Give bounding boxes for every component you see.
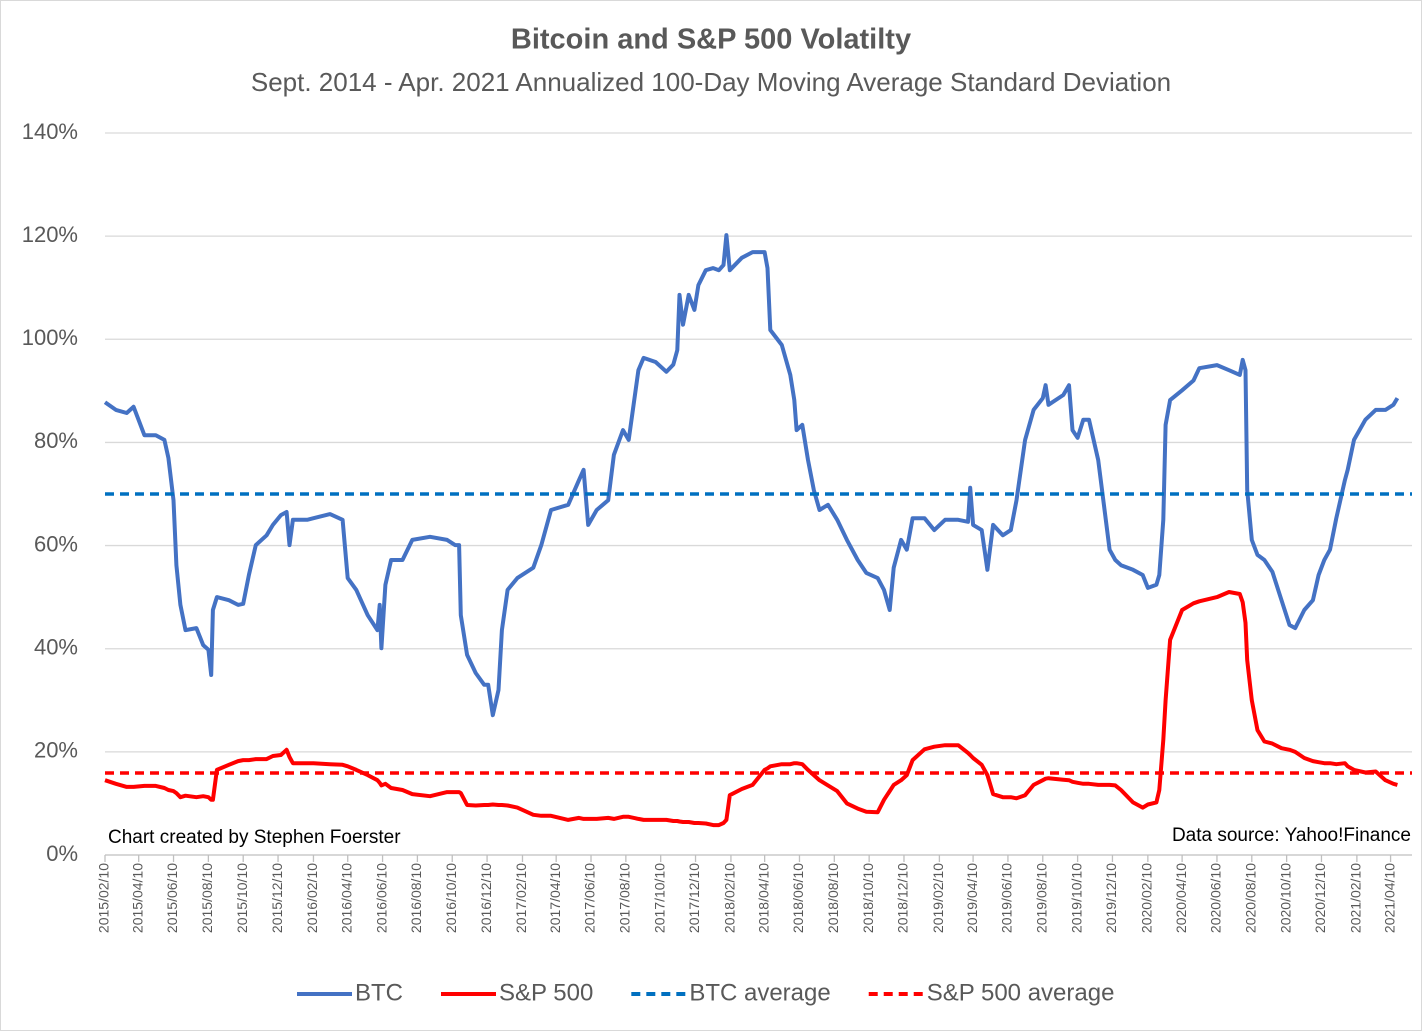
annotation: Data source: Yahoo!Finance [1172, 825, 1411, 846]
y-tick-label: 0% [46, 841, 78, 866]
x-tick-label: 2018/02/10 [722, 863, 738, 933]
x-tick-label: 2017/10/10 [651, 863, 667, 933]
series-line [104, 590, 1398, 828]
x-tick-label: 2020/08/10 [1242, 863, 1258, 933]
x-tick-label: 2017/08/10 [617, 863, 633, 933]
x-tick-label: 2019/04/10 [964, 863, 980, 933]
x-tick-label: 2020/12/10 [1312, 863, 1328, 933]
y-tick-label: 80% [34, 428, 78, 453]
x-tick-label: 2015/10/10 [234, 863, 250, 933]
x-tick-label: 2018/08/10 [825, 863, 841, 933]
x-tick-label: 2017/02/10 [513, 863, 529, 933]
x-tick-label: 2015/04/10 [129, 863, 145, 933]
x-tick-label: 2015/12/10 [269, 863, 285, 933]
y-tick-label: 40% [34, 635, 78, 660]
series-line [103, 233, 1400, 718]
x-tick-label: 2017/12/10 [686, 863, 702, 933]
x-tick-label: 2017/06/10 [582, 863, 598, 933]
x-tick-label: 2016/12/10 [478, 863, 494, 933]
x-tick-label: 2016/10/10 [443, 863, 459, 933]
legend-label: S&P 500 [499, 979, 593, 1006]
legend-label: BTC average [689, 979, 830, 1006]
x-tick-label: 2016/04/10 [338, 863, 354, 933]
x-tick-label: 2015/02/10 [96, 863, 112, 933]
legend-label: BTC [355, 979, 403, 1006]
x-tick-label: 2020/10/10 [1277, 863, 1293, 933]
x-tick-label: 2019/08/10 [1033, 863, 1049, 933]
x-tick-label: 2020/04/10 [1173, 863, 1189, 933]
x-tick-label: 2020/06/10 [1208, 863, 1224, 933]
x-tick-label: 2015/08/10 [199, 863, 215, 933]
x-tick-label: 2018/04/10 [755, 863, 771, 933]
x-tick-label: 2019/12/10 [1103, 863, 1119, 933]
x-tick-label: 2016/02/10 [304, 863, 320, 933]
x-tick-label: 2019/06/10 [999, 863, 1015, 933]
y-tick-label: 60% [34, 531, 78, 556]
y-tick-label: 120% [22, 222, 78, 247]
x-tick-label: 2020/02/10 [1139, 863, 1155, 933]
x-tick-label: 2018/10/10 [860, 863, 876, 933]
x-tick-label: 2021/02/10 [1348, 863, 1364, 933]
x-tick-label: 2018/12/10 [895, 863, 911, 933]
annotation: Chart created by Stephen Foerster [108, 827, 401, 848]
chart-title: Bitcoin and S&P 500 Volatilty [511, 24, 911, 56]
x-tick-label: 2019/10/10 [1068, 863, 1084, 933]
x-tick-label: 2017/04/10 [547, 863, 563, 933]
y-tick-label: 140% [22, 119, 78, 144]
x-tick-label: 2019/02/10 [930, 863, 946, 933]
x-tick-label: 2015/06/10 [164, 863, 180, 933]
y-tick-label: 20% [34, 738, 78, 763]
x-tick-label: 2016/08/10 [408, 863, 424, 933]
x-tick-label: 2016/06/10 [373, 863, 389, 933]
chart-subtitle: Sept. 2014 - Apr. 2021 Annualized 100-Da… [251, 67, 1171, 97]
x-tick-label: 2018/06/10 [790, 863, 806, 933]
y-tick-label: 100% [22, 325, 78, 350]
x-tick-label: 2021/04/10 [1381, 863, 1397, 933]
legend-label: S&P 500 average [927, 979, 1115, 1006]
